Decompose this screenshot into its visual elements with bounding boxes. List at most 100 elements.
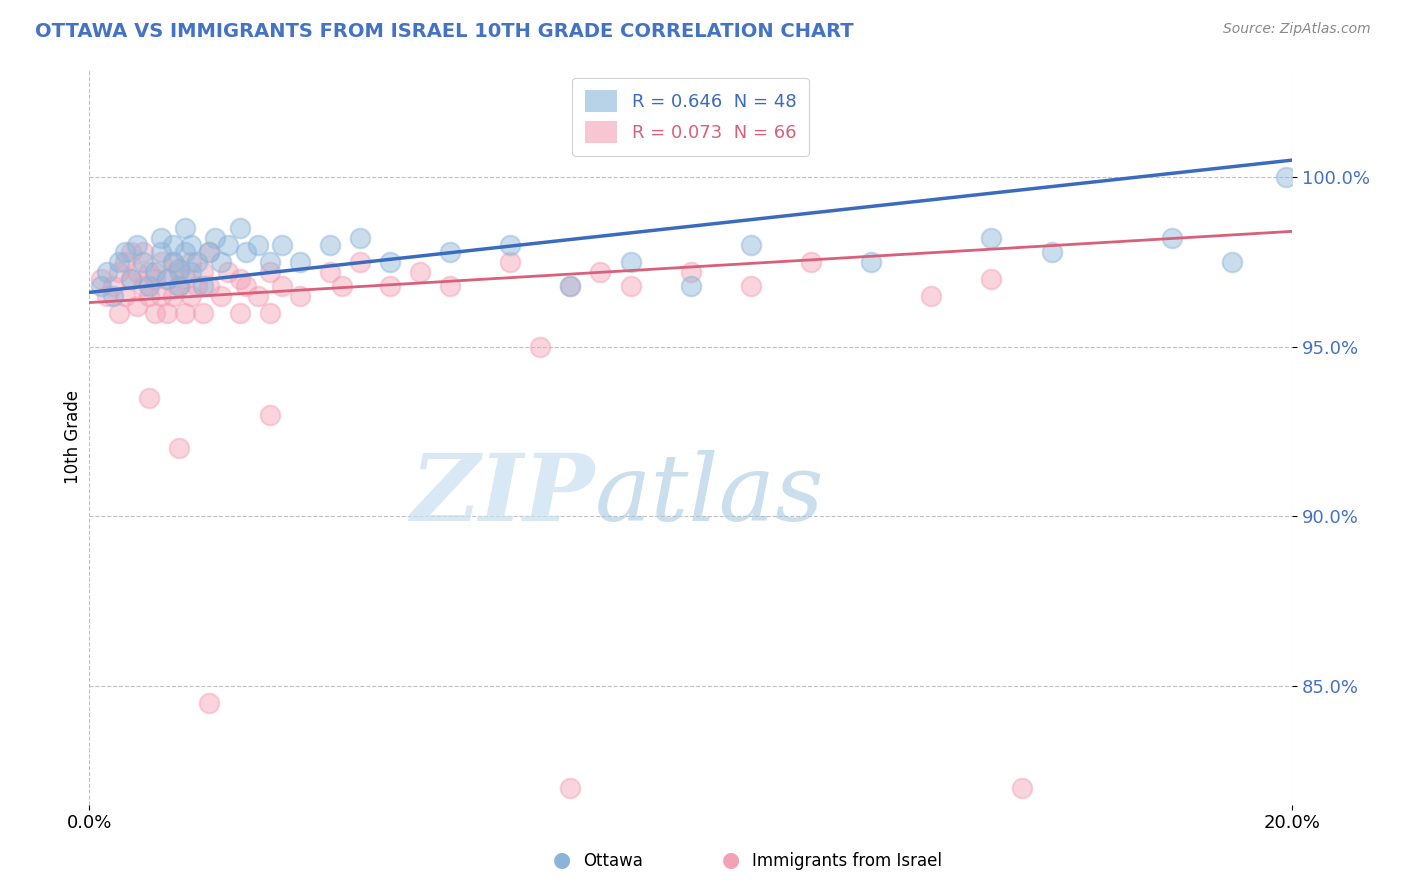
Text: OTTAWA VS IMMIGRANTS FROM ISRAEL 10TH GRADE CORRELATION CHART: OTTAWA VS IMMIGRANTS FROM ISRAEL 10TH GR… [35,22,853,41]
Point [96,289,118,303]
Point [138,278,160,293]
Point [193,265,215,279]
Text: atlas: atlas [595,450,824,541]
Point [143,265,166,279]
Point [228,306,250,320]
Point [330,278,353,293]
Point [114,255,136,269]
Point [150,255,173,269]
Point [180,238,202,252]
Point [138,265,160,279]
Point [259,255,281,269]
Point [800,255,823,269]
Point [211,255,233,269]
Point [560,278,582,293]
Point [211,289,233,303]
Point [143,272,166,286]
Point [1040,244,1063,259]
Point [270,278,292,293]
Text: Ottawa: Ottawa [583,852,644,870]
Point [349,231,371,245]
Point [162,255,184,269]
Point [740,278,762,293]
Point [132,278,155,293]
Point [193,306,215,320]
Point [143,306,166,320]
Point [619,278,641,293]
Point [180,289,202,303]
Point [259,306,281,320]
Point [235,244,257,259]
Point [120,272,142,286]
Point [920,289,942,303]
Point [860,255,883,269]
Point [108,255,131,269]
Point [980,231,1002,245]
Point [228,272,250,286]
Point [174,306,197,320]
Point [198,696,221,710]
Point [679,278,702,293]
Point [96,265,118,279]
Point [174,221,197,235]
Point [156,306,179,320]
Point [162,289,184,303]
Point [156,272,179,286]
Point [90,272,112,286]
Point [319,238,342,252]
Point [132,244,155,259]
Point [378,278,401,293]
Point [138,289,160,303]
Text: ●: ● [723,850,740,870]
Point [288,255,311,269]
Point [349,255,371,269]
Point [228,221,250,235]
Point [114,244,136,259]
Point [186,278,208,293]
Point [193,278,215,293]
Point [108,265,131,279]
Point [270,238,292,252]
Point [980,272,1002,286]
Y-axis label: 10th Grade: 10th Grade [65,390,82,483]
Point [319,265,342,279]
Point [589,265,612,279]
Point [150,244,173,259]
Point [259,265,281,279]
Point [108,306,131,320]
Point [120,244,142,259]
Point [127,238,149,252]
Point [1275,170,1298,185]
Point [740,238,762,252]
Point [217,265,239,279]
Point [198,244,221,259]
Point [169,261,191,276]
Point [1011,780,1033,795]
Point [150,231,173,245]
Point [150,289,173,303]
Point [619,255,641,269]
Point [120,272,142,286]
Point [127,299,149,313]
Point [198,244,221,259]
Point [529,340,551,354]
Point [103,289,125,303]
Point [246,289,269,303]
Point [198,278,221,293]
Point [169,278,191,293]
Point [180,265,202,279]
Point [1160,231,1182,245]
Point [1220,255,1243,269]
Text: Source: ZipAtlas.com: Source: ZipAtlas.com [1223,22,1371,37]
Point [259,408,281,422]
Point [679,265,702,279]
Point [132,255,155,269]
Point [114,289,136,303]
Point [174,244,197,259]
Point [204,231,226,245]
Point [499,238,522,252]
Point [560,278,582,293]
Text: ZIP: ZIP [411,450,595,541]
Point [439,244,461,259]
Point [174,272,197,286]
